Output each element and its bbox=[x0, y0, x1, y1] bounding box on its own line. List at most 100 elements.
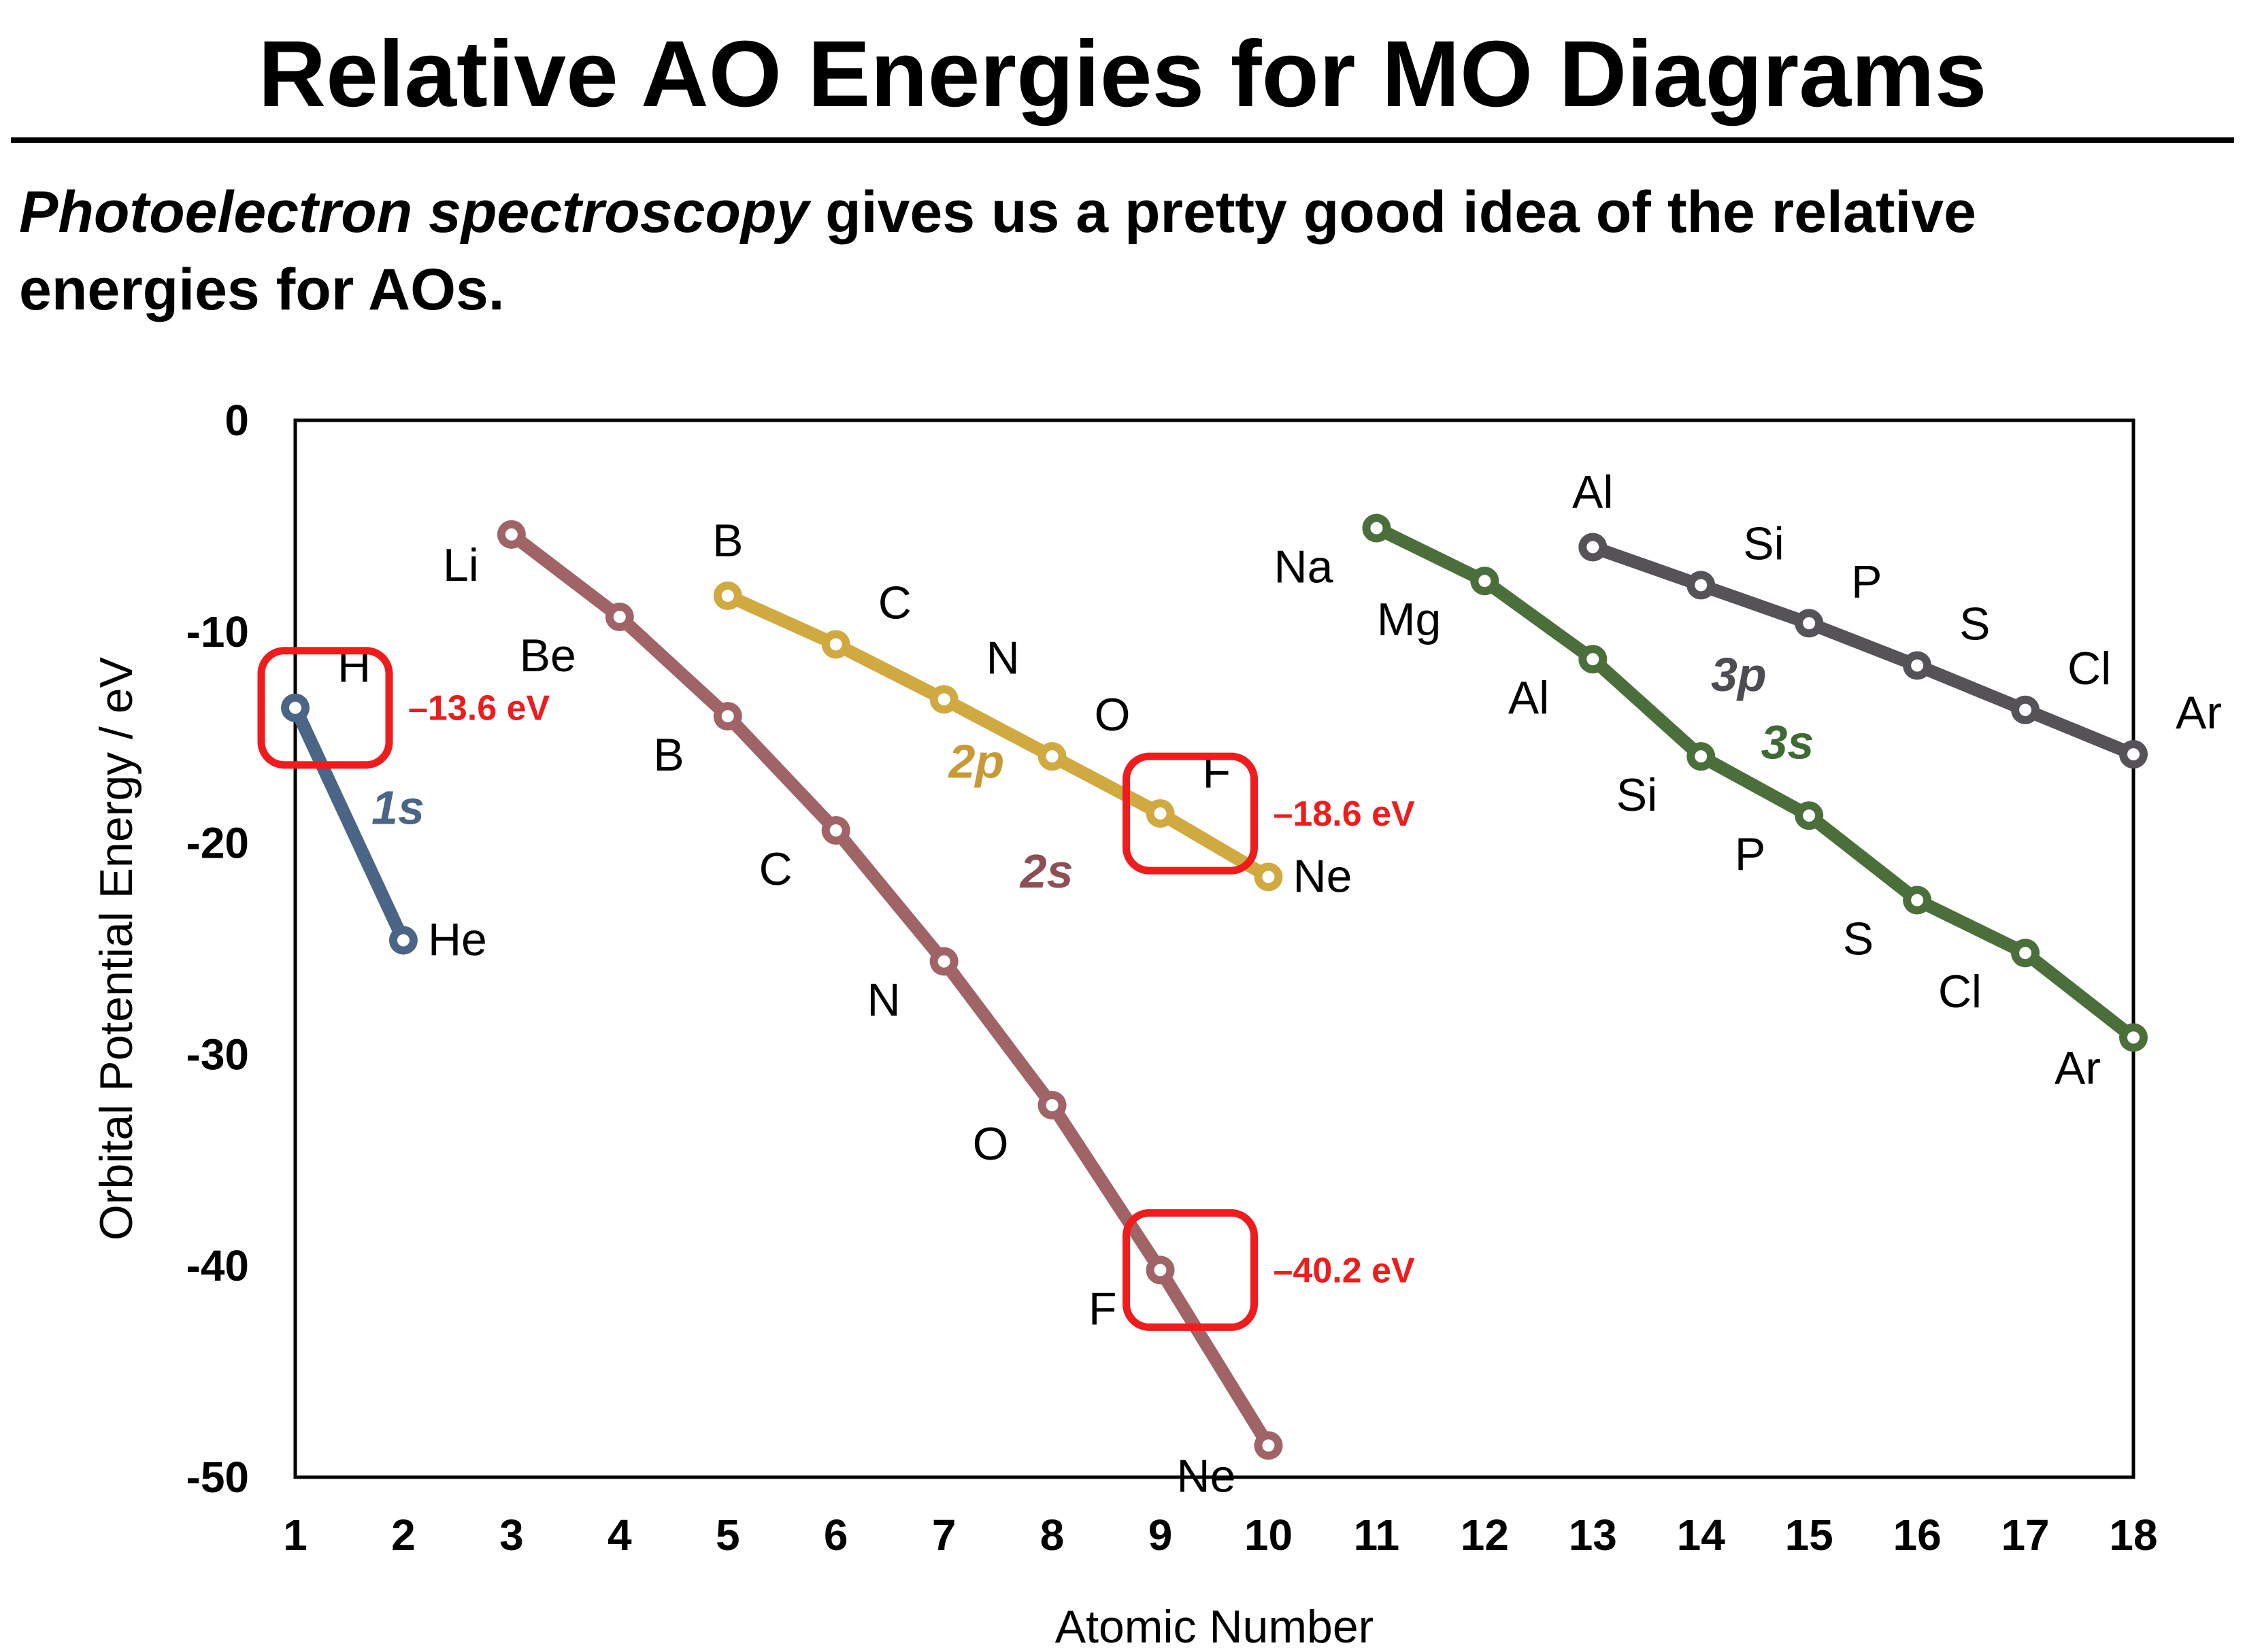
x-tick-label: 6 bbox=[824, 1511, 848, 1560]
data-point-center bbox=[1695, 750, 1708, 763]
point-label-Mg: Mg bbox=[1377, 594, 1441, 645]
series-label-2s: 2s bbox=[1019, 845, 1074, 898]
page-title: Relative AO Energies for MO Diagrams bbox=[258, 22, 1987, 127]
point-label-Ne: Ne bbox=[1293, 850, 1352, 902]
point-label-C: C bbox=[759, 843, 793, 895]
x-tick-label: 15 bbox=[1785, 1511, 1833, 1560]
data-point-center bbox=[721, 589, 734, 602]
point-label-Ne: Ne bbox=[1177, 1450, 1236, 1502]
y-axis-label: Orbital Potential Energy / eV bbox=[90, 656, 142, 1241]
series-3p bbox=[1578, 533, 2148, 769]
point-label-Ar: Ar bbox=[2055, 1043, 2101, 1094]
point-label-S: S bbox=[1843, 913, 1874, 965]
point-label-N: N bbox=[867, 975, 901, 1026]
data-point-center bbox=[505, 528, 518, 541]
data-point-center bbox=[2019, 703, 2032, 716]
data-point-center bbox=[1262, 1439, 1275, 1452]
data-point-center bbox=[937, 693, 950, 706]
series-line-3p bbox=[1586, 540, 2140, 761]
plot-area-frame bbox=[293, 418, 2135, 1479]
data-point-center bbox=[289, 701, 301, 714]
point-label-C: C bbox=[878, 577, 912, 628]
point-label-P: P bbox=[1851, 556, 1882, 607]
series-layer bbox=[281, 513, 2148, 1460]
point-label-S: S bbox=[1959, 599, 1990, 650]
x-tick-label: 3 bbox=[499, 1511, 524, 1560]
y-tick-label: -30 bbox=[186, 1030, 250, 1079]
x-tick-label: 1 bbox=[283, 1511, 307, 1560]
data-point-center bbox=[1586, 653, 1599, 666]
data-point-center bbox=[1154, 807, 1167, 820]
x-tick-label: 14 bbox=[1677, 1511, 1726, 1560]
x-tick-label: 7 bbox=[932, 1511, 957, 1560]
x-tick-label: 10 bbox=[1244, 1511, 1293, 1560]
data-point-center bbox=[1262, 871, 1275, 883]
x-tick-label: 8 bbox=[1040, 1511, 1065, 1560]
series-label-3s: 3s bbox=[1761, 715, 1814, 769]
y-tick-label: -10 bbox=[186, 607, 250, 656]
highlight-box bbox=[1122, 752, 1259, 875]
data-point-center bbox=[2127, 748, 2140, 761]
x-tick-label: 9 bbox=[1148, 1511, 1173, 1560]
data-point-center bbox=[1803, 809, 1816, 822]
point-label-Cl: Cl bbox=[2067, 643, 2111, 694]
data-point-center bbox=[829, 824, 842, 837]
data-point-center bbox=[397, 934, 410, 947]
highlight-layer: –13.6 eV –18.6 eV –40.2 eV bbox=[257, 647, 1415, 1331]
point-label-Li: Li bbox=[443, 539, 479, 591]
labels-layer: HHeLiBeBCNOFNeBCNOFNeNaMgAlSiPSClArAlSiP… bbox=[337, 466, 2222, 1502]
data-point-center bbox=[937, 955, 950, 968]
point-label-Ar: Ar bbox=[2176, 687, 2222, 739]
series-line-1s bbox=[288, 701, 410, 947]
intro-text: Photoelectron spectroscopy gives us a pr… bbox=[19, 173, 2223, 328]
y-tick-label: 0 bbox=[224, 396, 249, 445]
x-tick-label: 2 bbox=[391, 1511, 416, 1560]
x-axis-label: Atomic Number bbox=[1055, 1601, 1374, 1652]
intro-rest: gives us a pretty good idea of the relat… bbox=[19, 180, 1976, 322]
data-point-center bbox=[2019, 947, 2032, 960]
point-label-F: F bbox=[1088, 1283, 1117, 1334]
series-label-3p: 3p bbox=[1711, 648, 1767, 701]
data-point-center bbox=[1046, 750, 1059, 763]
point-label-Si: Si bbox=[1616, 769, 1657, 821]
data-point-center bbox=[1478, 575, 1491, 588]
data-point-center bbox=[1046, 1098, 1059, 1111]
data-point-center bbox=[2127, 1031, 2140, 1044]
x-tick-label: 5 bbox=[716, 1511, 740, 1560]
point-label-O: O bbox=[973, 1118, 1009, 1170]
data-point-center bbox=[1911, 659, 1924, 672]
series-3s bbox=[1362, 513, 2148, 1052]
point-label-He: He bbox=[428, 914, 487, 966]
point-label-Al: Al bbox=[1572, 466, 1613, 518]
data-point-center bbox=[721, 710, 734, 723]
point-label-Si: Si bbox=[1743, 518, 1784, 569]
point-label-Al: Al bbox=[1508, 672, 1549, 724]
series-line-3s bbox=[1369, 522, 2140, 1045]
series-line-2s bbox=[505, 528, 1275, 1452]
point-label-Be: Be bbox=[520, 630, 576, 681]
data-point-center bbox=[1154, 1264, 1167, 1277]
series-label-2p: 2p bbox=[947, 735, 1004, 788]
data-point-center bbox=[829, 638, 842, 651]
intro-emphasis: Photoelectron spectroscopy bbox=[19, 180, 810, 245]
energy-callout: –18.6 eV bbox=[1274, 794, 1415, 834]
y-tick-label: -40 bbox=[186, 1241, 250, 1290]
series-2s bbox=[497, 520, 1283, 1460]
highlight-box bbox=[1122, 1209, 1259, 1331]
x-tick-label: 13 bbox=[1569, 1511, 1617, 1560]
highlight-box bbox=[257, 647, 393, 769]
point-label-N: N bbox=[986, 632, 1020, 684]
axis-ticks: 1 2 3 4 5 6 7 8 9 10 11 12 13 14 15 16 17 180-10-20-30-40… bbox=[186, 396, 2158, 1560]
point-label-B: B bbox=[653, 729, 684, 781]
series-2p bbox=[713, 581, 1283, 892]
data-point-center bbox=[1803, 617, 1816, 630]
point-label-Na: Na bbox=[1274, 541, 1333, 593]
point-label-B: B bbox=[712, 515, 743, 567]
point-label-P: P bbox=[1735, 828, 1765, 880]
x-tick-label: 18 bbox=[2109, 1511, 2157, 1560]
x-tick-label: 16 bbox=[1893, 1511, 1942, 1560]
y-tick-label: -50 bbox=[186, 1453, 250, 1502]
series-1s bbox=[281, 693, 418, 955]
x-tick-label: 4 bbox=[608, 1511, 632, 1560]
